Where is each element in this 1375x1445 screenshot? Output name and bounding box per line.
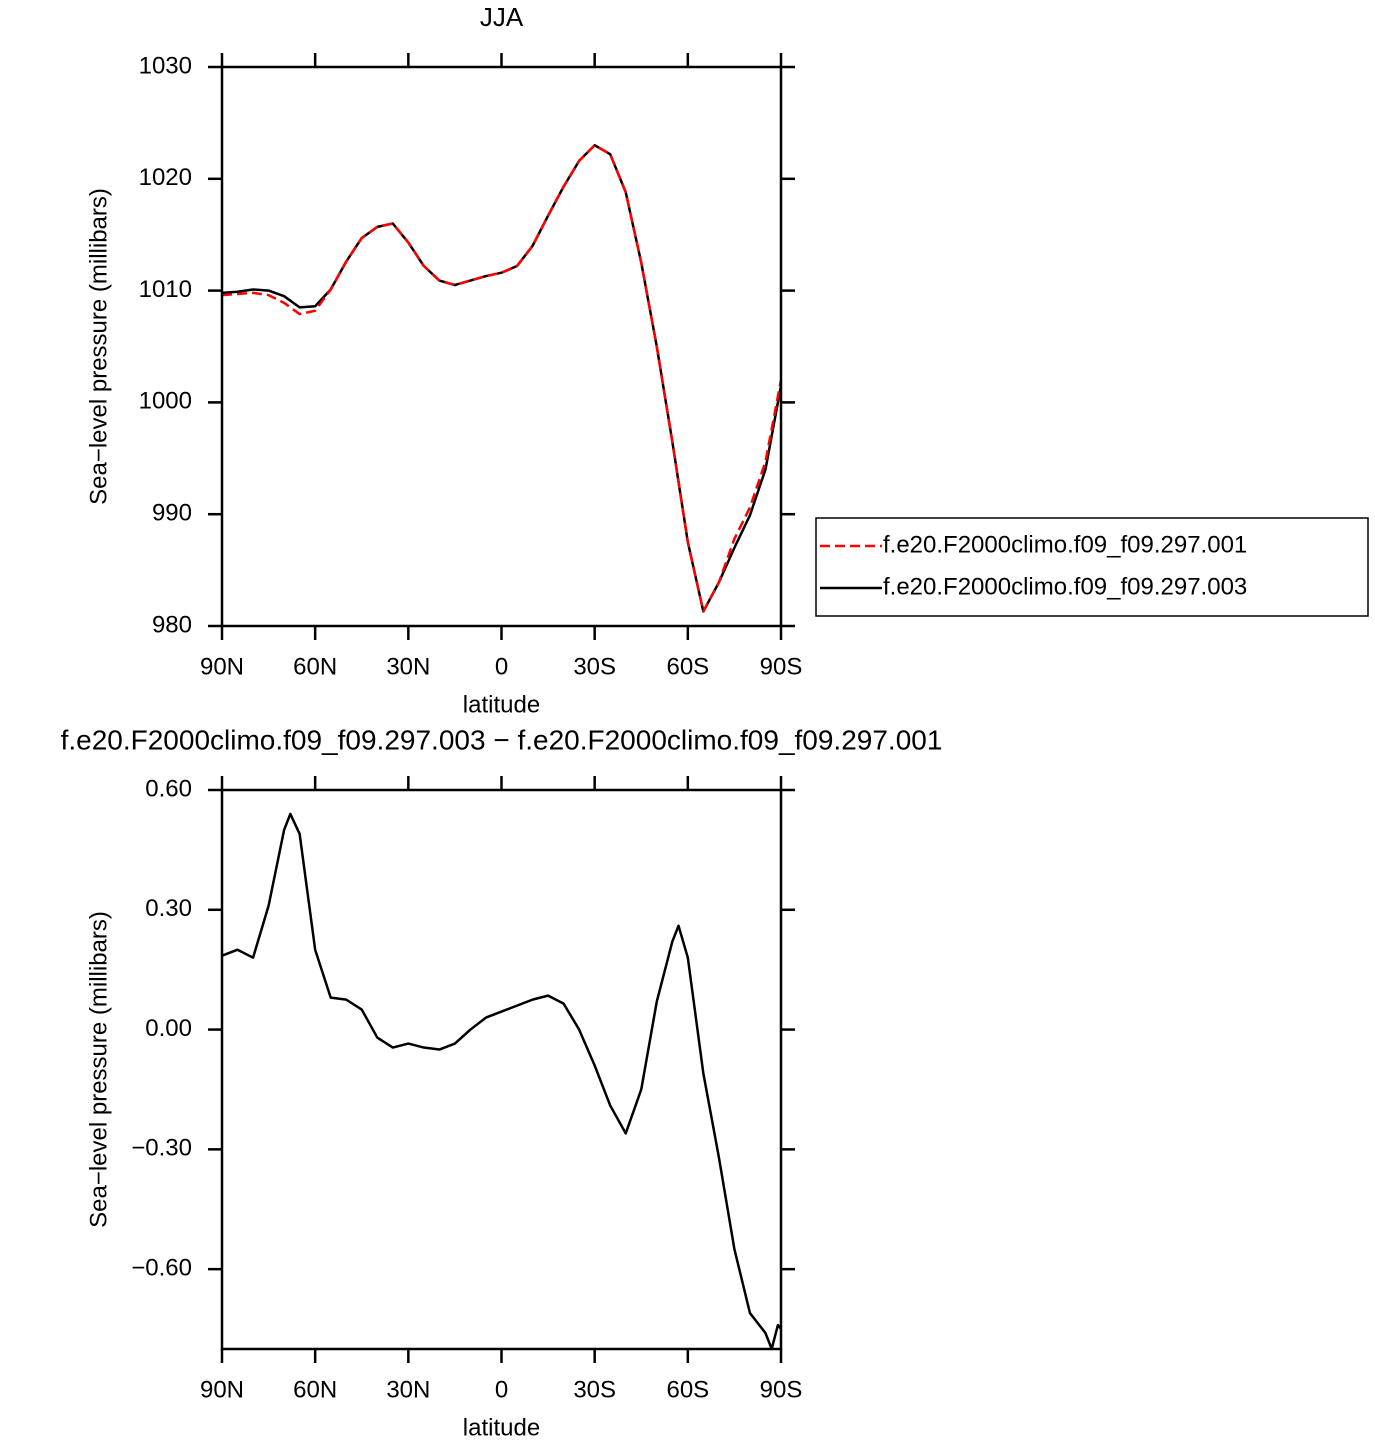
x-axis-label: latitude [463, 1414, 540, 1441]
plot-frame [220, 65, 783, 628]
x-tick-label: 30S [573, 653, 616, 680]
chart-title: JJA [480, 2, 524, 32]
y-tick-label: −0.60 [131, 1254, 192, 1281]
y-tick-label: 1030 [139, 52, 192, 79]
data-line [221, 144, 783, 613]
x-tick-label: 30N [386, 653, 430, 680]
x-axis-label: latitude [463, 691, 540, 718]
y-tick-label: 0.60 [145, 775, 192, 802]
x-tick-label: 60S [666, 1376, 709, 1403]
x-tick-label: 60N [293, 653, 337, 680]
y-tick-label: 1000 [139, 388, 192, 415]
legend-label: f.e20.F2000climo.f09_f09.297.003 [883, 573, 1247, 600]
data-line [221, 812, 782, 1351]
data-line [221, 144, 783, 613]
x-tick-label: 30S [573, 1376, 616, 1403]
x-tick-label: 60S [666, 653, 709, 680]
y-tick-label: 0.30 [145, 895, 192, 922]
y-tick-label: −0.30 [131, 1135, 192, 1162]
x-tick-label: 0 [495, 653, 508, 680]
legend-label: f.e20.F2000climo.f09_f09.297.001 [883, 531, 1247, 558]
x-tick-label: 0 [495, 1376, 508, 1403]
x-tick-label: 30N [386, 1376, 430, 1403]
plot-frame [220, 788, 783, 1351]
x-tick-label: 60N [293, 1376, 337, 1403]
y-tick-label: 0.00 [145, 1015, 192, 1042]
y-tick-label: 1020 [139, 164, 192, 191]
x-tick-label: 90N [200, 653, 244, 680]
x-tick-label: 90N [200, 1376, 244, 1403]
y-axis-label: Sea−level pressure (millibars) [85, 188, 112, 505]
y-axis-label: Sea−level pressure (millibars) [85, 911, 112, 1228]
x-tick-label: 90S [760, 1376, 803, 1403]
x-tick-label: 90S [760, 653, 803, 680]
chart-title: f.e20.F2000climo.f09_f09.297.003 − f.e20… [61, 724, 943, 755]
y-tick-label: 1010 [139, 276, 192, 303]
y-tick-label: 980 [152, 611, 192, 638]
y-tick-label: 990 [152, 500, 192, 527]
legend-box [815, 517, 1369, 617]
